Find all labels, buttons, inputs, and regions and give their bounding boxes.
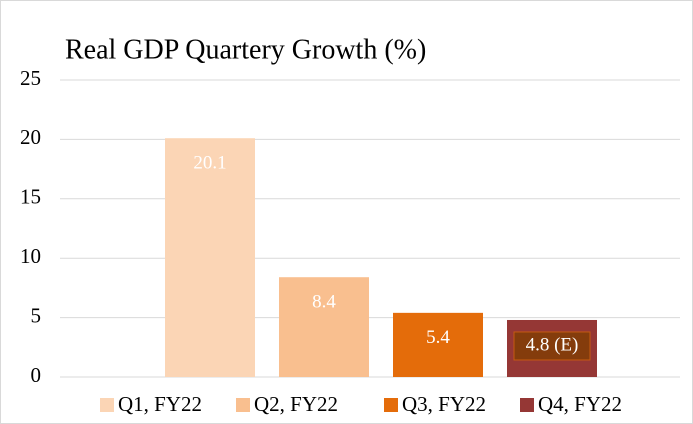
legend-label: Q2, FY22 [254, 392, 338, 416]
y-tick-label: 10 [20, 244, 41, 268]
y-tick-label: 15 [20, 185, 41, 209]
legend-label: Q4, FY22 [538, 392, 622, 416]
legend-swatch [100, 398, 114, 412]
y-tick-label: 5 [31, 303, 42, 327]
legend-swatch [236, 398, 250, 412]
chart-title: Real GDP Quartery Growth (%) [65, 34, 426, 65]
bar [393, 312, 483, 377]
data-label: 20.1 [193, 153, 226, 174]
data-label: 5.4 [426, 327, 450, 348]
legend-swatch [384, 398, 398, 412]
bar [279, 277, 369, 377]
data-label: 4.8 (E) [526, 334, 579, 355]
legend-label: Q1, FY22 [118, 392, 202, 416]
data-label-box [513, 331, 591, 361]
data-label: 8.4 [312, 292, 336, 313]
bar [165, 138, 255, 377]
y-tick-label: 0 [31, 363, 42, 387]
y-tick-label: 25 [20, 66, 41, 90]
legend-label: Q3, FY22 [402, 392, 486, 416]
legend-swatch [520, 398, 534, 412]
y-tick-label: 20 [20, 125, 41, 149]
